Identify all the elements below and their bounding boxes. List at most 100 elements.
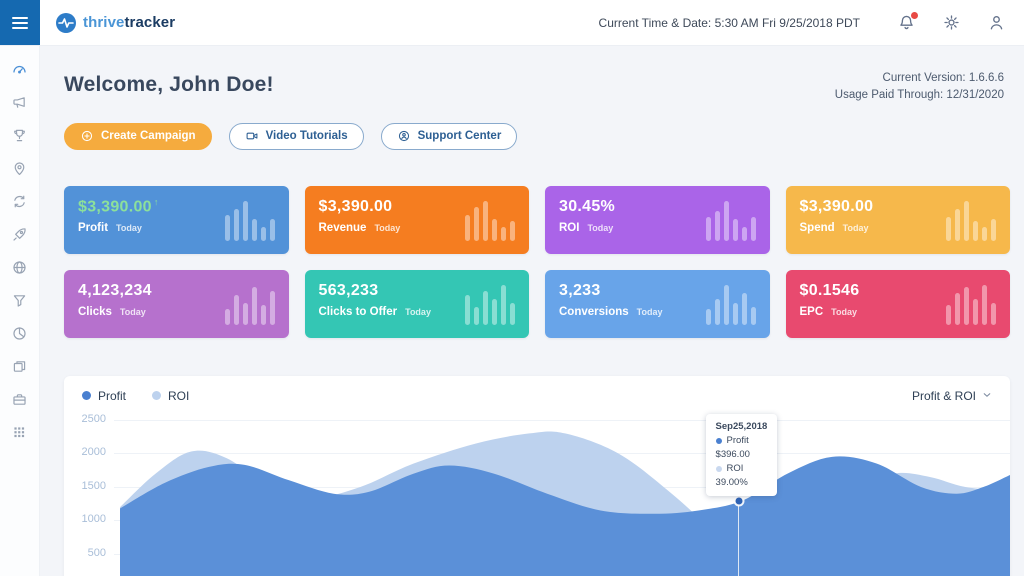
gear-icon[interactable] <box>942 13 961 32</box>
y-tick-label: 1000 <box>81 513 106 525</box>
stat-period: Today <box>374 222 401 233</box>
stat-card-epc[interactable]: $0.1546 EPC Today <box>785 269 1010 338</box>
stat-text: 4,123,234 Clicks Today <box>78 281 152 328</box>
hamburger-menu-button[interactable] <box>0 0 40 45</box>
stat-card-roi[interactable]: 30.45% ROI Today <box>545 185 770 254</box>
legend-item-profit[interactable]: Profit <box>82 389 126 403</box>
tooltip-roi-value: 39.00% <box>715 476 748 488</box>
sidebar-item-megaphone[interactable] <box>0 86 40 119</box>
notification-badge <box>910 11 919 20</box>
tooltip-date: Sep25,2018 <box>715 420 768 432</box>
stat-value: 30.45% <box>559 197 616 215</box>
user-icon[interactable] <box>987 13 1006 32</box>
sidebar-item-sync[interactable] <box>0 185 40 218</box>
stat-text: 3,233 Conversions Today <box>559 281 663 328</box>
sidebar-item-trophy[interactable] <box>0 119 40 152</box>
stat-mini-bars <box>465 199 515 241</box>
stat-card-conversions[interactable]: 3,233 Conversions Today <box>545 269 770 338</box>
sidebar-item-grid[interactable] <box>0 416 40 449</box>
chart-plot-area[interactable]: 500 1000 1500 2000 2500 Sep25,2018 Profit $3… <box>64 410 1010 576</box>
video-tutorials-button[interactable]: Video Tutorials <box>228 122 364 150</box>
area-series-profit <box>120 455 1010 576</box>
y-tick-label: 1500 <box>81 479 106 492</box>
profit-legend-dot <box>82 391 91 400</box>
tooltip-profit-dot <box>715 438 722 445</box>
y-tick-label: 2000 <box>81 446 106 458</box>
trend-up-icon: ↑ <box>153 196 159 207</box>
stat-value: $0.1546 <box>799 281 860 299</box>
pie-chart-icon <box>11 325 28 342</box>
map-pin-icon <box>11 160 28 177</box>
header-right-group: Current Time & Date: 5:30 AM Fri 9/25/20… <box>598 11 1024 32</box>
y-tick-label: 2500 <box>81 412 106 425</box>
sidebar-item-funnel[interactable] <box>0 284 40 317</box>
video-icon <box>245 129 259 143</box>
stat-card-profit[interactable]: $3,390.00 ↑ Profit Today <box>64 185 289 254</box>
sidebar-item-gauge[interactable] <box>0 53 40 86</box>
stat-label: Spend <box>799 221 835 234</box>
brand-name: thrivetracker <box>83 14 176 31</box>
tooltip-data-point-dot <box>735 497 743 505</box>
tooltip-roi-dot <box>715 465 722 472</box>
stat-value: $3,390.00 <box>318 197 393 215</box>
sidebar-item-rocket[interactable] <box>0 218 40 251</box>
sidebar-item-briefcase[interactable] <box>0 383 40 416</box>
stat-text: 563,233 Clicks to Offer Today <box>319 281 431 328</box>
stat-value: 3,233 <box>559 281 601 299</box>
stat-label: Revenue <box>318 221 367 234</box>
stat-mini-bars <box>705 283 756 325</box>
stat-text: $0.1546 EPC Today <box>800 281 860 328</box>
stat-period: Today <box>842 222 869 233</box>
chart-legend: Profit ROI <box>82 389 189 403</box>
tooltip-profit-value: $396.00 <box>715 449 750 461</box>
stat-mini-bars <box>705 199 756 241</box>
gauge-icon <box>11 61 28 78</box>
bell-icon[interactable] <box>897 11 919 32</box>
sidebar-item-map-pin[interactable] <box>0 152 40 185</box>
globe-icon <box>11 259 28 276</box>
stat-mini-bars <box>224 199 275 241</box>
stat-card-clicks[interactable]: 4,123,234 Clicks Today <box>64 269 289 338</box>
left-sidebar <box>0 45 40 576</box>
stat-period: Today <box>636 306 663 317</box>
legend-item-roi[interactable]: ROI <box>152 389 189 403</box>
stat-card-clicks-to-offer[interactable]: 563,233 Clicks to Offer Today <box>304 269 529 338</box>
top-header: thrivetracker Current Time & Date: 5:30 … <box>0 0 1024 46</box>
stat-mini-bars <box>465 283 515 325</box>
stat-value: $3,390.00 ↑ <box>78 196 159 215</box>
create-campaign-button[interactable]: Create Campaign <box>64 122 212 150</box>
stat-label: Profit <box>78 222 109 235</box>
stat-value: 4,123,234 <box>78 281 152 299</box>
stat-mini-bars <box>224 283 275 325</box>
stat-label: EPC <box>799 305 824 318</box>
roi-legend-dot <box>152 391 162 400</box>
sync-icon <box>11 193 28 210</box>
stat-card-revenue[interactable]: $3,390.00 Revenue Today <box>304 185 529 254</box>
stat-mini-bars <box>946 283 996 325</box>
grid-icon <box>11 424 28 441</box>
stat-label: Conversions <box>559 305 629 318</box>
main-content: Welcome, John Doe! Current Version: 1.6.… <box>40 45 1024 576</box>
usage-paid-through: Usage Paid Through: 12/31/2020 <box>834 89 1004 102</box>
current-version: Current Version: 1.6.6.6 <box>882 72 1004 84</box>
stat-value: 563,233 <box>318 281 379 299</box>
stat-text: $3,390.00 ↑ Profit Today <box>78 197 159 244</box>
headset-icon <box>397 129 411 143</box>
area-chart-svg <box>120 430 1010 576</box>
chevron-down-icon <box>982 389 992 403</box>
stat-card-spend[interactable]: $3,390.00 Spend Today <box>785 185 1010 254</box>
briefcase-icon <box>11 391 28 408</box>
sidebar-item-globe[interactable] <box>0 251 40 284</box>
stat-label: Clicks <box>78 305 112 318</box>
version-info: Current Version: 1.6.6.6 Usage Paid Thro… <box>835 70 1010 105</box>
support-center-button[interactable]: Support Center <box>380 122 518 150</box>
current-datetime: Current Time & Date: 5:30 AM Fri 9/25/20… <box>598 15 860 30</box>
stat-period: Today <box>587 222 614 233</box>
stat-value: $3,390.00 <box>799 197 874 215</box>
pulse-logo-icon <box>55 12 77 34</box>
brand-logo[interactable]: thrivetracker <box>55 12 175 34</box>
sidebar-item-pages[interactable] <box>0 350 40 383</box>
sidebar-item-pie-chart[interactable] <box>0 317 40 350</box>
metric-selector-dropdown[interactable]: Profit & ROI <box>912 389 992 403</box>
stat-text: $3,390.00 Spend Today <box>800 197 874 244</box>
